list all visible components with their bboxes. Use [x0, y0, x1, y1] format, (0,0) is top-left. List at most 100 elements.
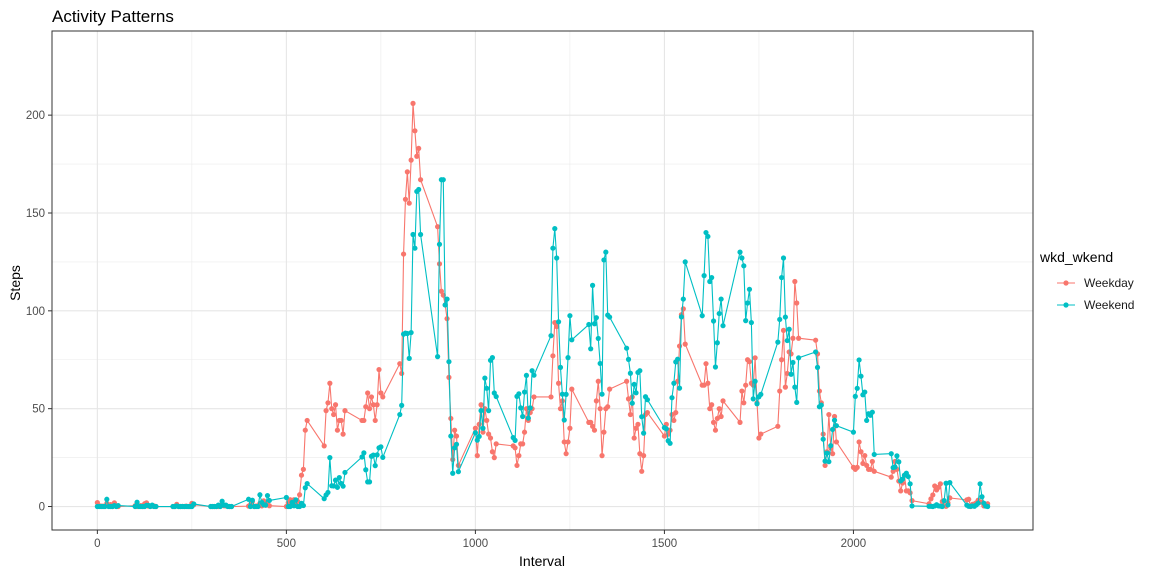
data-point-weekend [977, 481, 983, 487]
data-point-weekday [627, 411, 633, 418]
data-point-weekday [928, 496, 934, 502]
data-point-weekend [678, 314, 685, 320]
data-point-weekday [780, 327, 787, 333]
data-point-weekend [669, 395, 675, 401]
data-point-weekday [365, 390, 371, 396]
data-point-weekend [828, 443, 834, 449]
data-point-weekend [555, 319, 562, 325]
data-point-weekend [909, 503, 915, 509]
data-point-weekday [862, 453, 868, 459]
data-point-weekend [455, 469, 461, 475]
data-point-weekend [941, 498, 947, 504]
data-point-weekday [416, 145, 422, 152]
data-point-weekday [516, 453, 522, 459]
data-point-weekend [484, 385, 490, 391]
data-point-weekend [871, 451, 877, 458]
data-point-weekday [569, 386, 575, 392]
data-point-weekend [718, 296, 724, 302]
data-point-weekend [191, 501, 197, 507]
data-point-weekend [550, 245, 556, 251]
data-point-weekend [153, 503, 159, 510]
data-point-weekend [629, 400, 635, 406]
data-point-weekday [758, 431, 764, 437]
data-point-weekday [641, 453, 647, 459]
data-point-weekend [813, 349, 819, 355]
series-line-weekday [96, 103, 989, 508]
data-point-weekend [408, 329, 414, 336]
data-point-weekend [593, 315, 599, 321]
data-point-weekday [565, 439, 571, 445]
legend-key-point-weekday [1063, 280, 1069, 286]
data-point-weekend [779, 274, 785, 281]
data-point-weekend [563, 391, 569, 397]
data-point-weekday [775, 423, 781, 429]
data-point-weekend [794, 399, 800, 406]
chart-title: Activity Patterns [52, 7, 174, 26]
data-point-weekday [898, 488, 904, 494]
x-tick-label: 500 [277, 538, 296, 550]
data-point-weekday [937, 481, 943, 487]
data-point-weekday [304, 417, 310, 424]
data-point-weekend [712, 364, 719, 370]
x-tick-label: 0 [94, 538, 100, 550]
data-point-weekend [746, 286, 753, 292]
data-point-weekend [607, 314, 613, 320]
data-point-weekday [712, 427, 719, 433]
data-point-weekday [816, 388, 823, 394]
data-point-weekend [627, 370, 633, 376]
data-point-weekend [527, 405, 533, 411]
data-point-weekday [514, 462, 520, 469]
data-point-weekend [707, 278, 713, 285]
data-point-weekday [813, 337, 819, 343]
data-point-weekend [831, 417, 838, 423]
data-point-weekend [453, 441, 460, 447]
legend-title: wkd_wkend [1039, 249, 1113, 265]
x-tick-label: 1500 [652, 538, 678, 550]
data-point-weekday [833, 439, 840, 445]
data-point-weekend [864, 417, 870, 424]
data-point-weekend [374, 452, 380, 458]
data-point-weekday [476, 421, 482, 427]
data-point-weekend [399, 402, 405, 408]
data-point-weekday [474, 453, 480, 459]
data-point-weekday [743, 382, 749, 388]
y-tick-label: 0 [39, 502, 45, 514]
data-point-weekend [899, 476, 906, 482]
data-point-weekend [115, 502, 121, 509]
data-point-weekend [476, 433, 482, 440]
data-point-weekend [595, 335, 601, 342]
data-point-weekday [676, 343, 683, 349]
data-point-weekday [589, 423, 596, 429]
data-point-weekend [410, 231, 416, 238]
data-point-weekend [406, 355, 412, 361]
data-point-weekday [707, 406, 713, 412]
data-point-weekday [854, 464, 860, 470]
data-point-weekend [264, 492, 271, 499]
data-point-weekday [329, 406, 335, 412]
data-point-weekend [283, 494, 289, 501]
data-point-weekend [637, 368, 643, 374]
data-point-weekday [605, 404, 611, 410]
data-point-weekend [743, 318, 749, 324]
data-point-weekday [639, 468, 645, 474]
data-point-weekday [480, 429, 486, 435]
data-point-weekday [790, 335, 796, 341]
data-point-weekend [714, 340, 720, 346]
data-point-weekday [406, 200, 412, 206]
data-point-weekend [446, 359, 452, 365]
data-point-weekend [134, 499, 140, 505]
data-point-weekday [435, 224, 441, 230]
data-point-weekend [512, 437, 518, 443]
data-point-weekend [302, 485, 308, 491]
data-point-weekday [777, 388, 783, 394]
data-point-weekday [493, 441, 499, 447]
data-point-weekday [561, 439, 567, 445]
data-point-weekend [739, 255, 745, 261]
data-point-weekday [548, 394, 554, 400]
data-point-weekend [854, 385, 860, 391]
data-point-weekend [435, 354, 441, 360]
data-point-weekday [402, 196, 409, 202]
data-point-weekday [321, 443, 327, 449]
data-point-weekday [332, 402, 339, 408]
data-point-weekday [591, 427, 598, 433]
